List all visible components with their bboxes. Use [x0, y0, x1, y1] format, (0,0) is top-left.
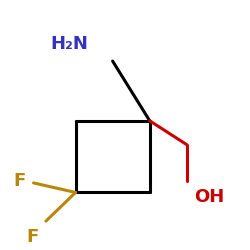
- Text: H₂N: H₂N: [51, 36, 89, 54]
- Text: F: F: [14, 172, 26, 190]
- Text: F: F: [26, 228, 38, 246]
- Text: OH: OH: [194, 188, 224, 206]
